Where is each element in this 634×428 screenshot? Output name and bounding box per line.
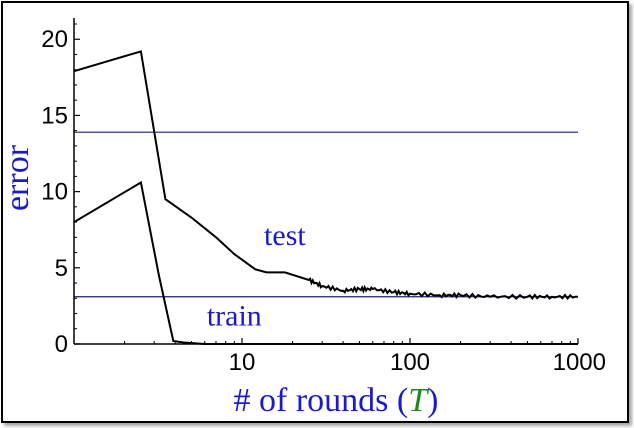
y-tick-label-20: 20 <box>41 26 68 53</box>
reference-lines <box>74 131 578 298</box>
annotation-train: train <box>207 300 262 333</box>
series-line-test <box>73 50 579 301</box>
x-label-suffix: ) <box>427 382 438 419</box>
x-axis-label: # of rounds (T) <box>234 382 439 419</box>
chart-frame <box>1 1 629 423</box>
y-tick-label-10: 10 <box>41 179 68 206</box>
axes <box>73 18 579 345</box>
series-line-train <box>73 180 578 345</box>
x-label-symbol: T <box>408 382 429 419</box>
x-tick-label-100: 100 <box>390 349 430 376</box>
annotation-test: test <box>264 219 306 252</box>
y-tick-label-15: 15 <box>41 102 68 129</box>
x-tick-label-1000: 1000 <box>553 349 606 376</box>
x-tick-label-10: 10 <box>229 349 256 376</box>
series-lines <box>73 50 579 345</box>
y-tick-label-0: 0 <box>55 331 68 358</box>
tick-labels: 0 5 10 15 20 10 100 1000 <box>41 26 606 376</box>
annotations: test train <box>207 219 307 333</box>
x-label-prefix: # of rounds ( <box>234 382 409 419</box>
y-tick-label-5: 5 <box>55 255 68 282</box>
y-axis-label: error <box>0 144 36 211</box>
